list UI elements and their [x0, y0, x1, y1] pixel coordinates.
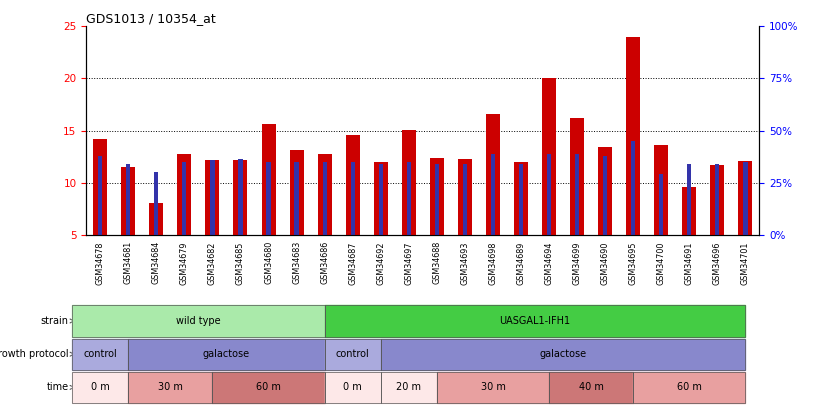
Bar	[626, 37, 640, 235]
Bar	[430, 158, 444, 235]
Bar	[631, 141, 635, 235]
Bar	[210, 160, 214, 235]
Text: GDS1013 / 10354_at: GDS1013 / 10354_at	[86, 12, 216, 25]
Bar	[238, 159, 242, 235]
Text: 40 m: 40 m	[579, 382, 603, 392]
Bar	[323, 162, 327, 235]
Bar	[654, 145, 668, 235]
Text: wild type: wild type	[176, 316, 221, 326]
Text: strain: strain	[41, 316, 69, 326]
Text: 0 m: 0 m	[343, 382, 362, 392]
Bar	[149, 202, 163, 235]
Bar	[599, 147, 612, 235]
Bar	[406, 162, 410, 235]
Text: 60 m: 60 m	[256, 382, 281, 392]
Bar	[290, 150, 304, 235]
Bar	[233, 160, 247, 235]
Text: 30 m: 30 m	[480, 382, 506, 392]
Bar	[346, 135, 360, 235]
Bar	[94, 139, 108, 235]
Bar	[267, 162, 271, 235]
Bar	[743, 162, 747, 235]
Bar	[99, 156, 103, 235]
Bar	[401, 130, 415, 235]
Bar	[318, 153, 332, 235]
Text: galactose: galactose	[539, 349, 587, 359]
Text: 60 m: 60 m	[677, 382, 702, 392]
Bar	[374, 162, 388, 235]
Text: growth protocol: growth protocol	[0, 349, 69, 359]
Text: 0 m: 0 m	[91, 382, 110, 392]
Text: galactose: galactose	[203, 349, 250, 359]
Bar	[687, 164, 691, 235]
Bar	[463, 164, 467, 235]
Bar	[738, 161, 752, 235]
Bar	[682, 187, 696, 235]
Text: time: time	[47, 382, 69, 392]
Bar	[659, 175, 663, 235]
Text: control: control	[84, 349, 117, 359]
Bar	[491, 153, 495, 235]
Bar	[351, 162, 355, 235]
Bar	[378, 164, 383, 235]
Bar	[122, 167, 135, 235]
Bar	[458, 159, 472, 235]
Text: UASGAL1-IFH1: UASGAL1-IFH1	[499, 316, 571, 326]
Bar	[126, 164, 131, 235]
Bar	[435, 164, 439, 235]
Bar	[710, 165, 724, 235]
Bar	[603, 156, 608, 235]
Bar	[486, 114, 500, 235]
Bar	[177, 153, 191, 235]
Bar	[154, 173, 158, 235]
Bar	[262, 124, 276, 235]
Text: 20 m: 20 m	[397, 382, 421, 392]
Bar	[205, 160, 219, 235]
Bar	[519, 164, 523, 235]
Bar	[715, 164, 719, 235]
Bar	[570, 118, 584, 235]
Text: 30 m: 30 m	[158, 382, 183, 392]
Text: control: control	[336, 349, 369, 359]
Bar	[182, 162, 186, 235]
Bar	[547, 153, 551, 235]
Bar	[514, 162, 528, 235]
Bar	[575, 153, 579, 235]
Bar	[295, 162, 299, 235]
Bar	[542, 79, 556, 235]
